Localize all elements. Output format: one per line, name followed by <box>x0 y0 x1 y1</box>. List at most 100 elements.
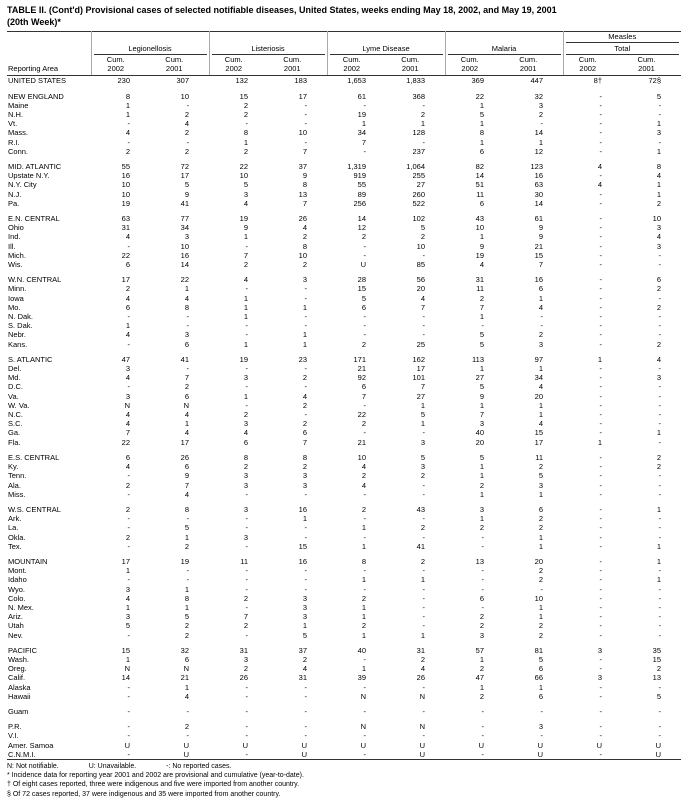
value-cell: 6 <box>184 339 189 349</box>
value-cell: 1 <box>538 137 543 147</box>
value-cell: 4 <box>656 171 661 181</box>
value-cell: 9 <box>184 471 189 481</box>
value-cell: - <box>127 630 131 640</box>
reporting-area-cell: Fla. <box>8 437 21 447</box>
value-cell: U <box>124 740 130 750</box>
value-cell: 9 <box>479 241 484 251</box>
value-cell: - <box>658 682 662 692</box>
value-cell: 2 <box>302 400 307 410</box>
value-cell: - <box>245 321 249 331</box>
value-cell: 1 <box>479 462 484 472</box>
value-cell: 2 <box>302 419 307 429</box>
value-cell: 8 <box>656 162 661 171</box>
table-row: Mich. 22 16 7 10 - - 19 15 - - <box>7 251 681 260</box>
reporting-area-cell: Va. <box>8 391 19 401</box>
value-cell: 4 <box>125 373 130 383</box>
value-cell: - <box>658 330 662 340</box>
table-row: NEW ENGLAND 8 10 15 17 61 368 22 32 - 5 <box>7 92 681 101</box>
value-cell: 1 <box>243 302 248 312</box>
value-cell: - <box>304 731 308 741</box>
reporting-area-cell: C.N.M.I. <box>8 749 36 759</box>
value-cell: 3 <box>479 630 484 640</box>
value-cell: - <box>540 119 544 129</box>
value-cell: 8 <box>302 180 307 190</box>
value-cell: 57 <box>475 645 484 655</box>
value-cell: - <box>658 602 662 612</box>
value-cell: 17 <box>416 364 425 374</box>
value-cell: - <box>599 171 603 181</box>
value-cell: - <box>363 428 367 438</box>
table-row: Minn. 2 1 - - 15 20 11 6 - 2 <box>7 284 681 293</box>
value-cell: - <box>186 706 190 716</box>
value-cell: 25 <box>416 339 425 349</box>
value-cell: 2 <box>243 260 248 270</box>
value-cell: 14 <box>121 673 130 683</box>
value-cell: - <box>245 566 249 576</box>
value-cell: 7 <box>184 373 189 383</box>
value-cell: - <box>658 612 662 622</box>
value-cell: 97 <box>534 354 543 364</box>
value-cell: 1 <box>597 354 602 364</box>
value-cell: 3 <box>243 419 248 429</box>
value-cell: U <box>419 749 425 759</box>
table-row: C.N.M.I. - U - U - U - U - U <box>7 750 681 760</box>
value-cell: 1 <box>479 514 484 524</box>
value-cell: 20 <box>416 284 425 294</box>
value-cell: - <box>599 321 603 331</box>
value-cell: 4 <box>597 162 602 171</box>
value-cell: 2 <box>184 630 189 640</box>
value-cell: - <box>422 250 426 260</box>
reporting-area-cell: Tex. <box>8 541 22 551</box>
table-row: Pa. 19 41 4 7 256 522 6 14 - 2 <box>7 199 681 208</box>
value-cell: 8† <box>593 76 602 86</box>
reporting-area-cell: Tenn. <box>8 471 27 481</box>
reporting-area-cell: Vt. <box>8 119 18 129</box>
value-cell: 2 <box>302 654 307 664</box>
value-cell: - <box>658 260 662 270</box>
value-cell: - <box>363 489 367 499</box>
reporting-area-cell: E.N. CENTRAL <box>8 214 60 224</box>
value-cell: - <box>422 584 426 594</box>
value-cell: 2 <box>656 664 661 674</box>
value-cell: - <box>245 330 249 340</box>
group-label-measles: Measles <box>565 32 679 44</box>
value-cell: - <box>127 382 131 392</box>
value-cell: - <box>599 275 603 285</box>
value-cell: - <box>658 437 662 447</box>
value-cell: 7 <box>184 480 189 490</box>
value-cell: 5 <box>125 621 130 631</box>
value-cell: 1 <box>479 364 484 374</box>
value-cell: 3 <box>597 645 602 655</box>
group-header-row: Reporting Area Legionellosis Listeriosis… <box>7 31 681 77</box>
value-cell: 16 <box>121 171 130 181</box>
table-row: PACIFIC 15 32 31 37 40 31 57 81 3 35 <box>7 646 681 655</box>
value-cell: 1,064 <box>406 162 425 171</box>
table-row: Ind. 4 3 1 2 2 2 1 9 - 4 <box>7 232 681 241</box>
column-group-listeriosis: Listeriosis <box>208 31 327 56</box>
value-cell: 3 <box>656 373 661 383</box>
value-cell: 63 <box>534 180 543 190</box>
value-cell: 237 <box>412 146 425 156</box>
value-cell: - <box>363 146 367 156</box>
value-cell: - <box>127 119 131 129</box>
value-cell: U <box>537 740 543 750</box>
value-cell: 1 <box>361 541 366 551</box>
table-title-line1: TABLE II. (Cont'd) Provisional cases of … <box>7 5 557 15</box>
value-cell: 4 <box>125 293 130 303</box>
value-cell: 1 <box>479 119 484 129</box>
value-cell: 10 <box>652 214 661 224</box>
value-cell: - <box>245 541 249 551</box>
value-cell: 128 <box>412 128 425 138</box>
value-cell: - <box>658 100 662 110</box>
value-cell: - <box>599 241 603 251</box>
value-cell: - <box>363 330 367 340</box>
value-cell: N <box>419 722 425 732</box>
value-cell: 7 <box>479 302 484 312</box>
value-cell: 2 <box>125 480 130 490</box>
value-cell: - <box>363 654 367 664</box>
value-cell: - <box>599 232 603 242</box>
value-cell: - <box>599 541 603 551</box>
value-cell: 162 <box>412 354 425 364</box>
value-cell: 55 <box>121 162 130 171</box>
value-cell: 5 <box>302 630 307 640</box>
